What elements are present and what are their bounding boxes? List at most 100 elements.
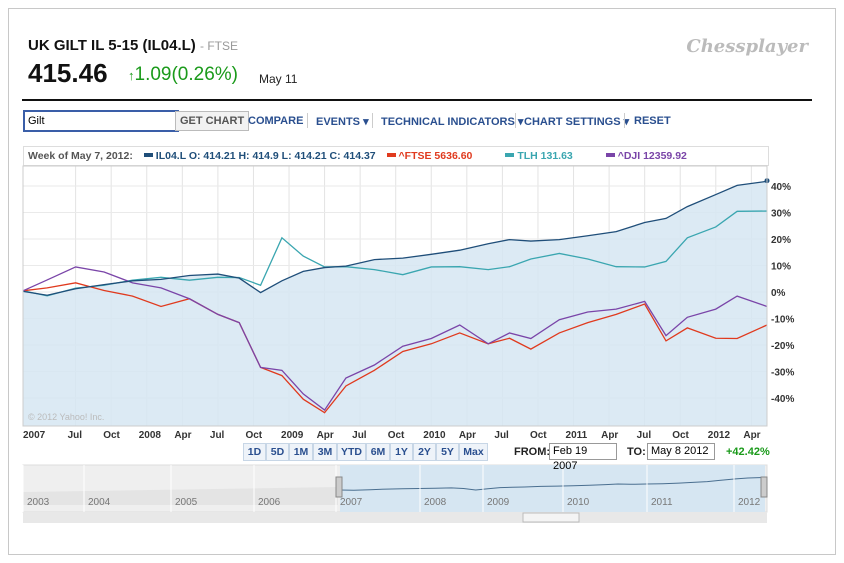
range-button-5d[interactable]: 5D	[266, 443, 289, 461]
copyright: © 2012 Yahoo! Inc.	[28, 412, 104, 422]
exchange: - FTSE	[199, 39, 238, 53]
legend-dji[interactable]: ^DJI 12359.92	[617, 150, 687, 162]
to-date-input[interactable]: May 8 2012	[647, 443, 715, 460]
navigator-right-handle[interactable]	[760, 476, 768, 498]
from-label: FROM:	[514, 446, 551, 458]
tlh-swatch	[505, 153, 515, 158]
x-tick-label: Oct	[672, 430, 689, 441]
x-tick-label: Apr	[317, 430, 334, 441]
navigator-year-label: 2009	[487, 497, 510, 508]
technical-indicators-menu[interactable]: TECHNICAL INDICATORS ▾	[381, 116, 524, 128]
compare-link[interactable]: COMPARE	[248, 115, 304, 127]
navigator-year-label: 2008	[424, 497, 447, 508]
legend-ftse[interactable]: ^FTSE 5636.60	[398, 150, 473, 162]
range-button-1d[interactable]: 1D	[243, 443, 266, 461]
up-arrow-icon: ↑	[128, 68, 135, 83]
navigator-year-label: 2011	[651, 497, 673, 508]
y-tick-label: 10%	[771, 262, 791, 273]
il04-area	[23, 180, 767, 426]
x-tick-label: Jul	[210, 430, 225, 441]
series-line-dji	[22, 266, 768, 411]
x-tick-label: Jul	[637, 430, 652, 441]
reset-link[interactable]: RESET	[634, 115, 671, 127]
range-button-3m[interactable]: 3M	[313, 443, 337, 461]
navigator-year-label: 2012	[738, 497, 761, 508]
range-button-1m[interactable]: 1M	[289, 443, 313, 461]
x-tick-label: Oct	[388, 430, 405, 441]
get-chart-button[interactable]: GET CHART	[175, 111, 250, 131]
legend-week: Week of May 7, 2012:	[28, 150, 133, 162]
separator	[515, 113, 516, 128]
x-tick-label: Oct	[103, 430, 120, 441]
x-tick-label: 2008	[139, 430, 162, 441]
navigator-year-label: 2007	[340, 497, 363, 508]
events-menu[interactable]: EVENTS ▾	[316, 116, 369, 128]
x-tick-label: Apr	[459, 430, 476, 441]
navigator-year-label: 2006	[258, 497, 281, 508]
x-tick-label: 2010	[423, 430, 446, 441]
navigator-year-label: 2004	[88, 497, 111, 508]
navigator-year-label: 2003	[27, 497, 50, 508]
y-tick-label: -30%	[771, 368, 794, 379]
period-change: +42.42%	[726, 446, 770, 458]
range-button-ytd[interactable]: YTD	[337, 443, 366, 461]
range-button-2y[interactable]: 2Y	[413, 443, 436, 461]
navigator-year-label: 2005	[175, 497, 198, 508]
y-tick-label: 0%	[771, 288, 786, 299]
range-button-5y[interactable]: 5Y	[436, 443, 459, 461]
security-title: UK GILT IL 5-15 (IL04.L) - FTSE	[28, 37, 238, 54]
navigator-left-handle[interactable]	[335, 476, 343, 498]
y-tick-label: 30%	[771, 209, 791, 220]
price: 415.46	[28, 58, 108, 88]
scrollbar-thumb[interactable]	[522, 512, 580, 523]
series-line-il04.l	[22, 180, 768, 296]
divider	[22, 99, 812, 101]
x-tick-label: 2009	[281, 430, 304, 441]
navigator-line	[339, 476, 766, 491]
title-text: UK GILT IL 5-15 (IL04.L)	[28, 37, 196, 54]
x-tick-label: Oct	[245, 430, 262, 441]
ftse-swatch	[386, 153, 396, 158]
x-tick-label: Jul	[494, 430, 509, 441]
range-button-6m[interactable]: 6M	[366, 443, 390, 461]
page-frame	[8, 8, 836, 555]
il04-swatch	[143, 153, 153, 158]
x-tick-label: 2011	[566, 430, 588, 441]
navigator-scrollbar[interactable]	[23, 512, 767, 523]
price-change: ↑1.09(0.26%)	[128, 64, 238, 86]
legend-tlh[interactable]: TLH 131.63	[517, 150, 573, 162]
x-tick-label: 2012	[708, 430, 731, 441]
x-tick-label: Apr	[174, 430, 191, 441]
x-tick-label: Jul	[352, 430, 367, 441]
series-line-tlh	[22, 210, 768, 297]
symbol-search-input[interactable]	[23, 110, 179, 132]
dji-swatch	[605, 153, 615, 158]
x-tick-label: Jul	[68, 430, 83, 441]
y-tick-label: -10%	[771, 315, 794, 326]
y-tick-label: 40%	[771, 182, 791, 193]
change-text: 1.09(0.26%)	[134, 64, 239, 85]
y-tick-label: -40%	[771, 394, 794, 405]
y-tick-label: 20%	[771, 235, 791, 246]
from-date-input[interactable]: Feb 19 2007	[549, 443, 617, 472]
range-button-1y[interactable]: 1Y	[390, 443, 413, 461]
x-tick-label: Oct	[530, 430, 547, 441]
separator	[307, 113, 308, 128]
logo: Chessplayer	[686, 36, 808, 57]
navigator-history-area	[23, 487, 338, 505]
x-tick-label: 2007	[23, 430, 46, 441]
x-tick-label: Apr	[601, 430, 618, 441]
chart-settings-menu[interactable]: CHART SETTINGS ▾	[524, 116, 630, 128]
range-button-max[interactable]: Max	[459, 443, 488, 461]
x-tick-label: Apr	[743, 430, 760, 441]
quote-date: May 11	[259, 72, 298, 86]
separator	[372, 113, 373, 128]
series-line-ftse	[22, 282, 768, 414]
legend-il04: IL04.L O: 414.21 H: 414.9 L: 414.21 C: 4…	[155, 150, 376, 162]
separator	[624, 113, 625, 128]
to-label: TO:	[627, 446, 646, 458]
navigator-year-label: 2010	[567, 497, 590, 508]
plot-border	[22, 165, 768, 427]
y-tick-label: -20%	[771, 341, 794, 352]
